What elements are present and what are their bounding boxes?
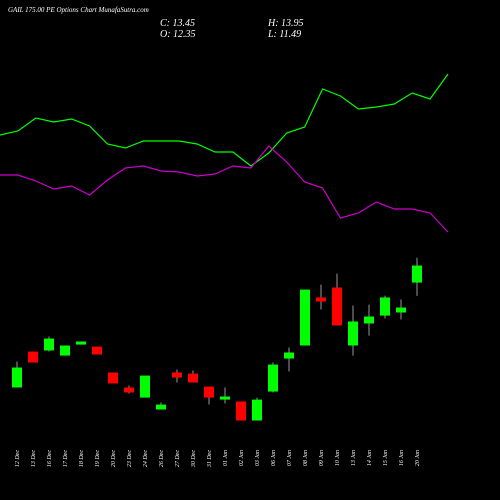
candle-body — [28, 351, 38, 363]
x-tick-label: 23 Dec — [127, 450, 133, 467]
candle-body — [380, 297, 390, 316]
indicator-line — [0, 145, 449, 233]
candle-body — [364, 316, 374, 324]
x-tick-label: 07 Jan — [287, 450, 293, 466]
candle-body — [140, 375, 150, 398]
candle-body — [188, 373, 198, 383]
close-label: C: 13.45 — [160, 18, 195, 29]
x-tick-label: 20 Dec — [111, 450, 117, 467]
candle-body — [284, 352, 294, 359]
candle-body — [412, 265, 422, 283]
x-tick-label: 08 Jan — [303, 450, 309, 466]
x-tick-label: 12 Dec — [15, 450, 21, 467]
x-tick-label: 14 Jan — [366, 450, 373, 466]
x-tick-label: 30 Dec — [191, 450, 197, 468]
candle-body — [300, 289, 310, 346]
x-tick-label: 13 Jan — [351, 450, 357, 466]
x-tick-label: 20 Jan — [415, 450, 421, 466]
candle-body — [204, 386, 214, 398]
x-tick-label: 13 Dec — [31, 450, 37, 467]
candle-body — [268, 364, 278, 392]
open-label: O: 12.35 — [160, 29, 196, 40]
x-tick-label: 06 Jan — [271, 450, 277, 466]
candle-body — [396, 307, 406, 313]
x-tick-label: 18 Dec — [79, 450, 85, 467]
candle-body — [124, 387, 134, 393]
candle-body — [12, 367, 22, 388]
indicator-line — [0, 73, 449, 167]
chart-title: GAIL 175.00 PE Options Chart MunafaSutra… — [8, 6, 149, 14]
x-tick-label: 09 Jan — [319, 450, 325, 466]
x-tick-label: 15 Jan — [383, 450, 389, 466]
high-label: H: 13.95 — [267, 18, 304, 29]
candle-body — [108, 372, 118, 384]
x-tick-label: 10 Jan — [335, 450, 341, 466]
x-tick-label: 31 Dec — [207, 450, 213, 468]
candle-body — [348, 321, 358, 346]
candle-body — [156, 404, 166, 410]
x-tick-label: 02 Jan — [239, 450, 245, 466]
x-tick-label: 01 Jan — [223, 450, 229, 466]
candle-body — [252, 399, 262, 421]
x-tick-label: 26 Dec — [159, 450, 165, 467]
candle-body — [172, 372, 182, 378]
x-tick-label: 19 Dec — [95, 450, 101, 467]
candle-body — [316, 297, 326, 302]
candle-body — [92, 346, 102, 355]
candle-body — [220, 396, 230, 400]
x-tick-label: 24 Dec — [142, 450, 149, 467]
candle-body — [44, 338, 54, 351]
x-tick-label: 16 Jan — [399, 450, 405, 466]
candle-body — [60, 345, 70, 356]
low-label: L: 11.49 — [267, 29, 301, 40]
x-tick-label: 03 Jan — [255, 450, 261, 466]
x-tick-label: 17 Dec — [63, 450, 69, 467]
candle-body — [236, 401, 246, 421]
candle-body — [76, 341, 86, 345]
candle-body — [332, 287, 342, 326]
x-tick-label: 16 Dec — [47, 450, 53, 467]
x-tick-label: 27 Dec — [175, 450, 181, 467]
